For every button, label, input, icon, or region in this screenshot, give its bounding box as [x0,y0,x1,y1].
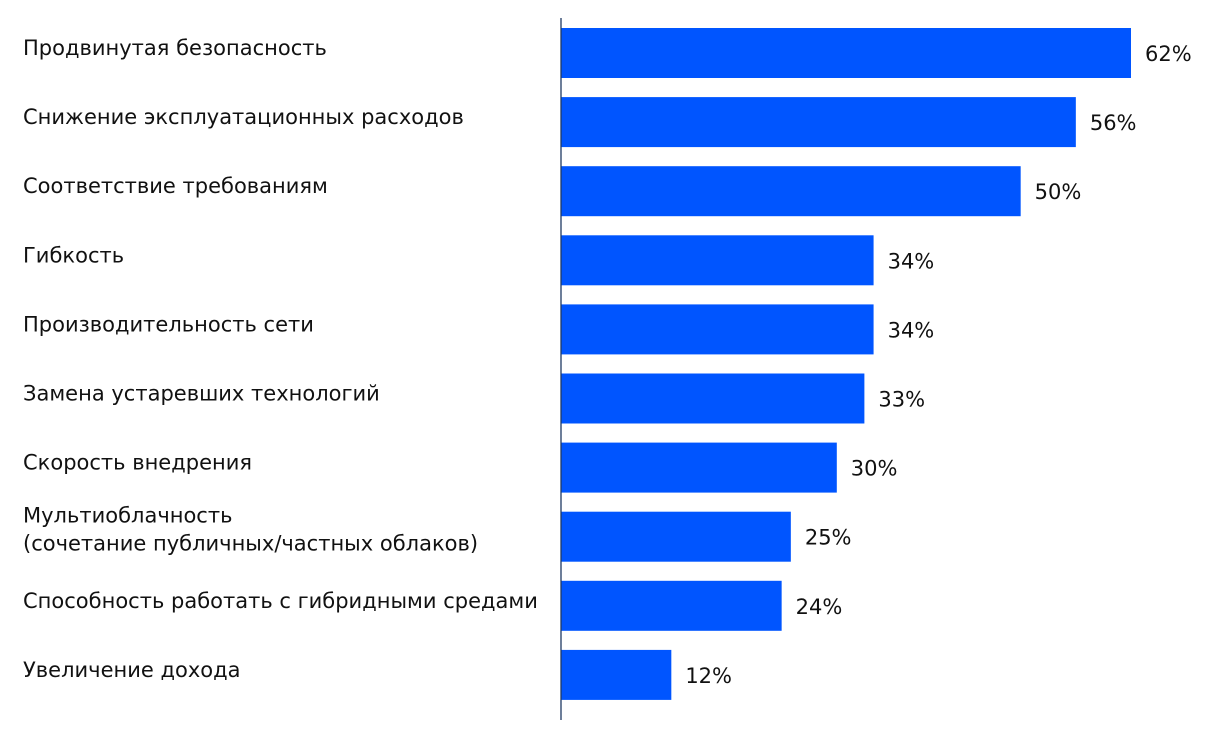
category-label-6: Скорость внедрения [23,451,252,475]
value-label-4: 34% [888,318,935,342]
bar-9 [561,649,672,700]
bar-3 [561,235,874,286]
category-label-8: Способность работать с гибридными средам… [23,589,538,613]
category-label-1: Снижение эксплуатационных расходов [23,105,464,129]
category-label-4: Производительность сети [23,312,314,336]
bar-5 [561,373,865,424]
value-label-9: 12% [685,664,732,688]
bars [561,28,1131,700]
bar-0 [561,28,1131,78]
bar-2 [561,166,1021,217]
category-label-5: Замена устаревших технологий [23,382,380,406]
value-label-8: 24% [796,595,843,619]
category-label-0: Продвинутая безопасность [23,36,327,60]
value-label-0: 62% [1145,42,1192,66]
value-labels: 62% 56% 50% 34% 34% 33% 30% 25% 24% 12% [685,42,1191,688]
bar-8 [561,580,782,631]
category-label-7-line-1: (сочетание публичных/частных облаков) [23,532,478,556]
value-label-1: 56% [1090,111,1137,135]
bar-1 [561,97,1076,148]
value-label-7: 25% [805,526,852,550]
value-label-5: 33% [878,388,925,412]
bar-6 [561,442,837,493]
bar-7 [561,511,791,562]
category-label-9: Увеличение дохода [23,658,241,682]
category-label-2: Соответствие требованиям [23,174,328,198]
value-label-3: 34% [888,249,935,273]
category-label-3: Гибкость [23,243,124,267]
category-labels: Продвинутая безопасность Снижение эксплуа… [23,36,538,682]
category-label-7-line-0: Мультиоблачность [23,504,232,528]
bar-4 [561,304,874,355]
value-label-2: 50% [1035,180,1082,204]
value-label-6: 30% [851,457,898,481]
